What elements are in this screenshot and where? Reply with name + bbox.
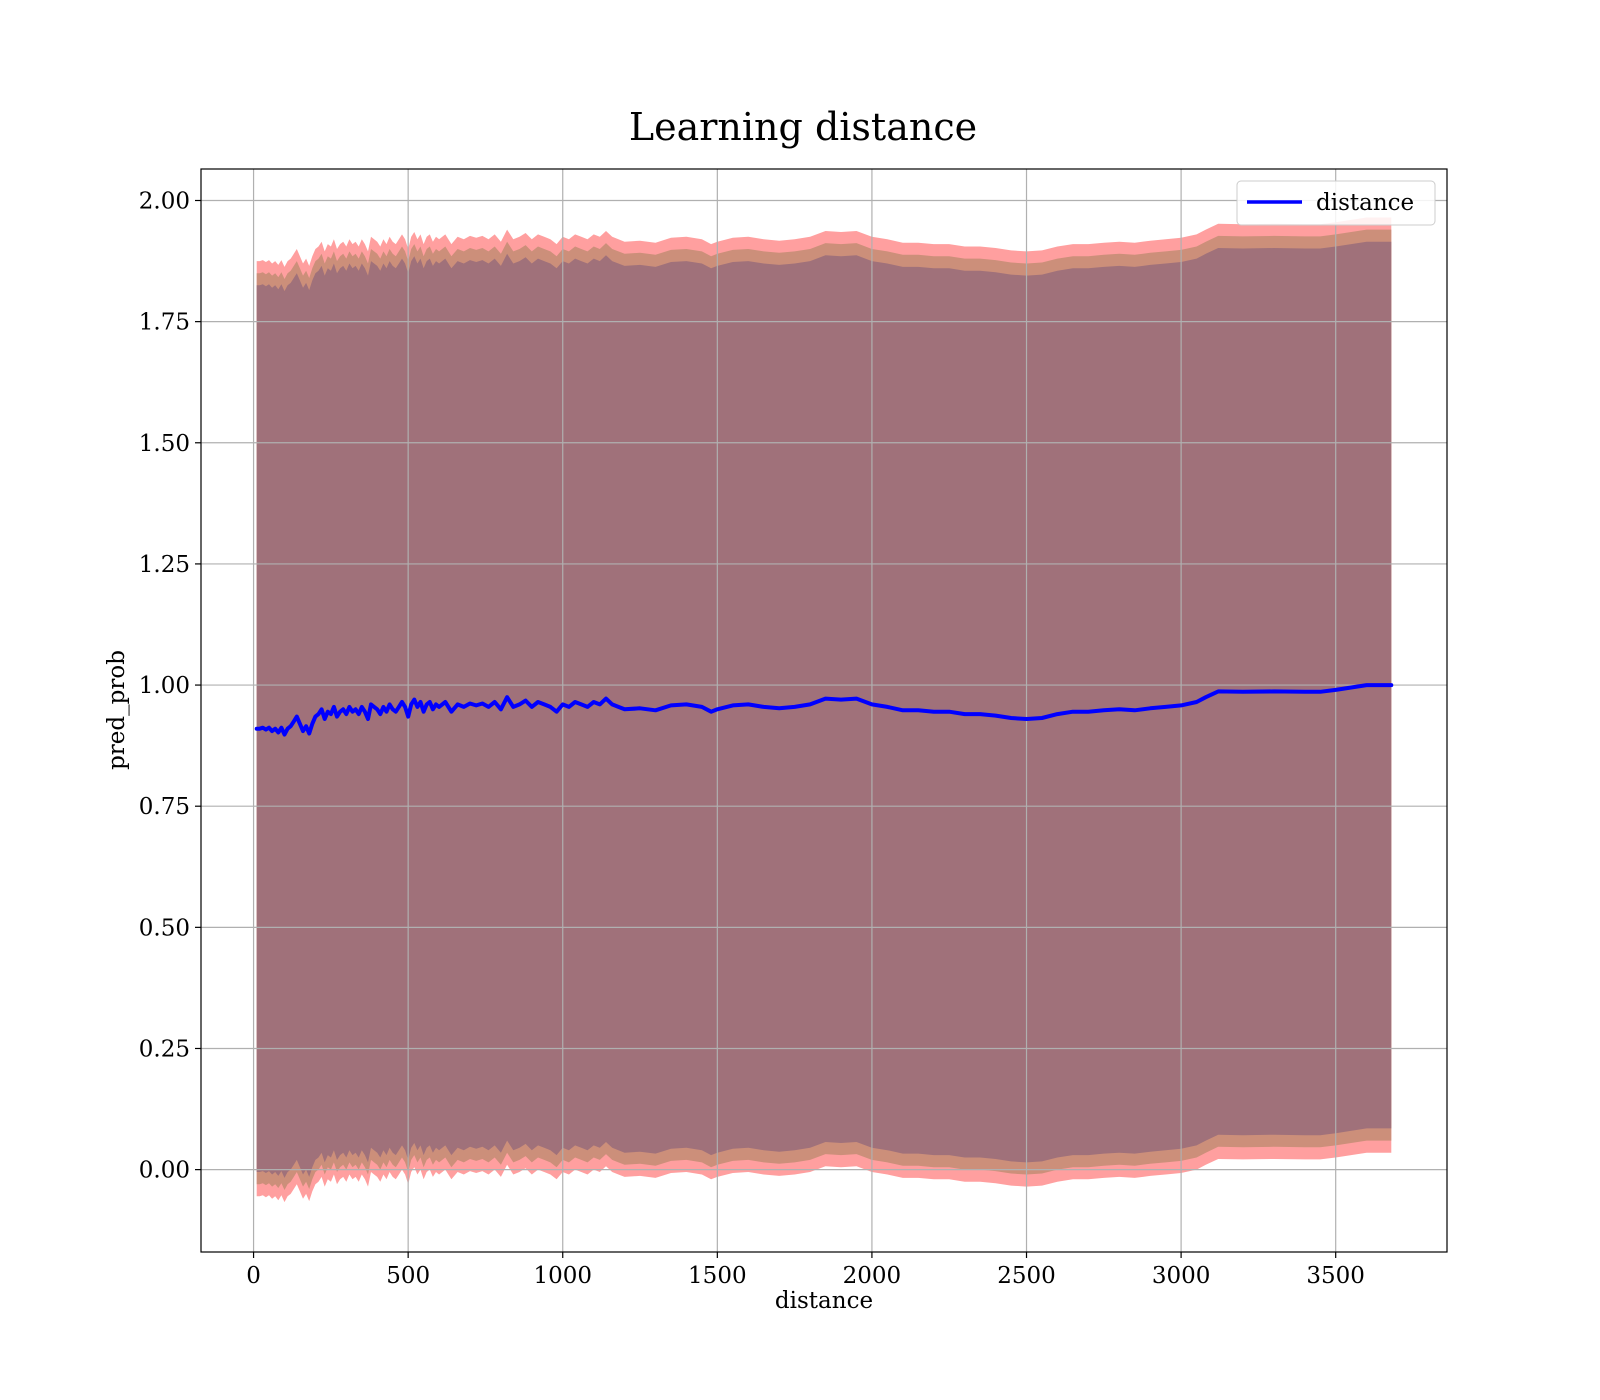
inner-band [256, 241, 1392, 1178]
x-tick-label: 1500 [688, 1263, 747, 1289]
x-tick-label: 3500 [1306, 1263, 1365, 1289]
y-tick-label: 0.25 [139, 1036, 190, 1062]
legend-box [1236, 180, 1436, 226]
series-line-layer [254, 683, 1394, 737]
y-tick-label: 1.75 [139, 310, 190, 336]
y-tick-label: 2.00 [139, 188, 190, 214]
legend: distance [1236, 180, 1436, 226]
x-axis-ticks: 0 500 1000 1500 2000 2500 3000 3500 [246, 1252, 1365, 1289]
plot-frame [200, 168, 1448, 1253]
y-tick-label: 1.50 [139, 431, 190, 457]
y-tick-label: 1.25 [139, 552, 190, 578]
confidence-bands [256, 217, 1392, 1203]
legend-label: distance [1316, 190, 1414, 216]
y-tick-label: 0.50 [139, 915, 190, 941]
x-tick-label: 2500 [997, 1263, 1056, 1289]
x-tick-label: 500 [386, 1263, 430, 1289]
y-axis-ticks: 0.00 0.25 0.50 0.75 1.00 1.25 1.50 1.75 2.00 [139, 188, 201, 1184]
y-tick-label: 0.75 [139, 794, 190, 820]
x-tick-label: 3000 [1152, 1263, 1211, 1289]
x-axis-label: distance [775, 1288, 873, 1314]
x-tick-label: 1000 [533, 1263, 592, 1289]
y-tick-label: 1.00 [139, 673, 190, 699]
chart-title: Learning distance [629, 105, 977, 149]
x-tick-label: 2000 [843, 1263, 902, 1289]
series-line-distance [254, 683, 1394, 737]
grid-lines [201, 169, 1447, 1252]
x-tick-label: 0 [246, 1263, 261, 1289]
y-axis-label: pred_prob [104, 650, 130, 770]
y-tick-label: 0.00 [139, 1158, 190, 1184]
